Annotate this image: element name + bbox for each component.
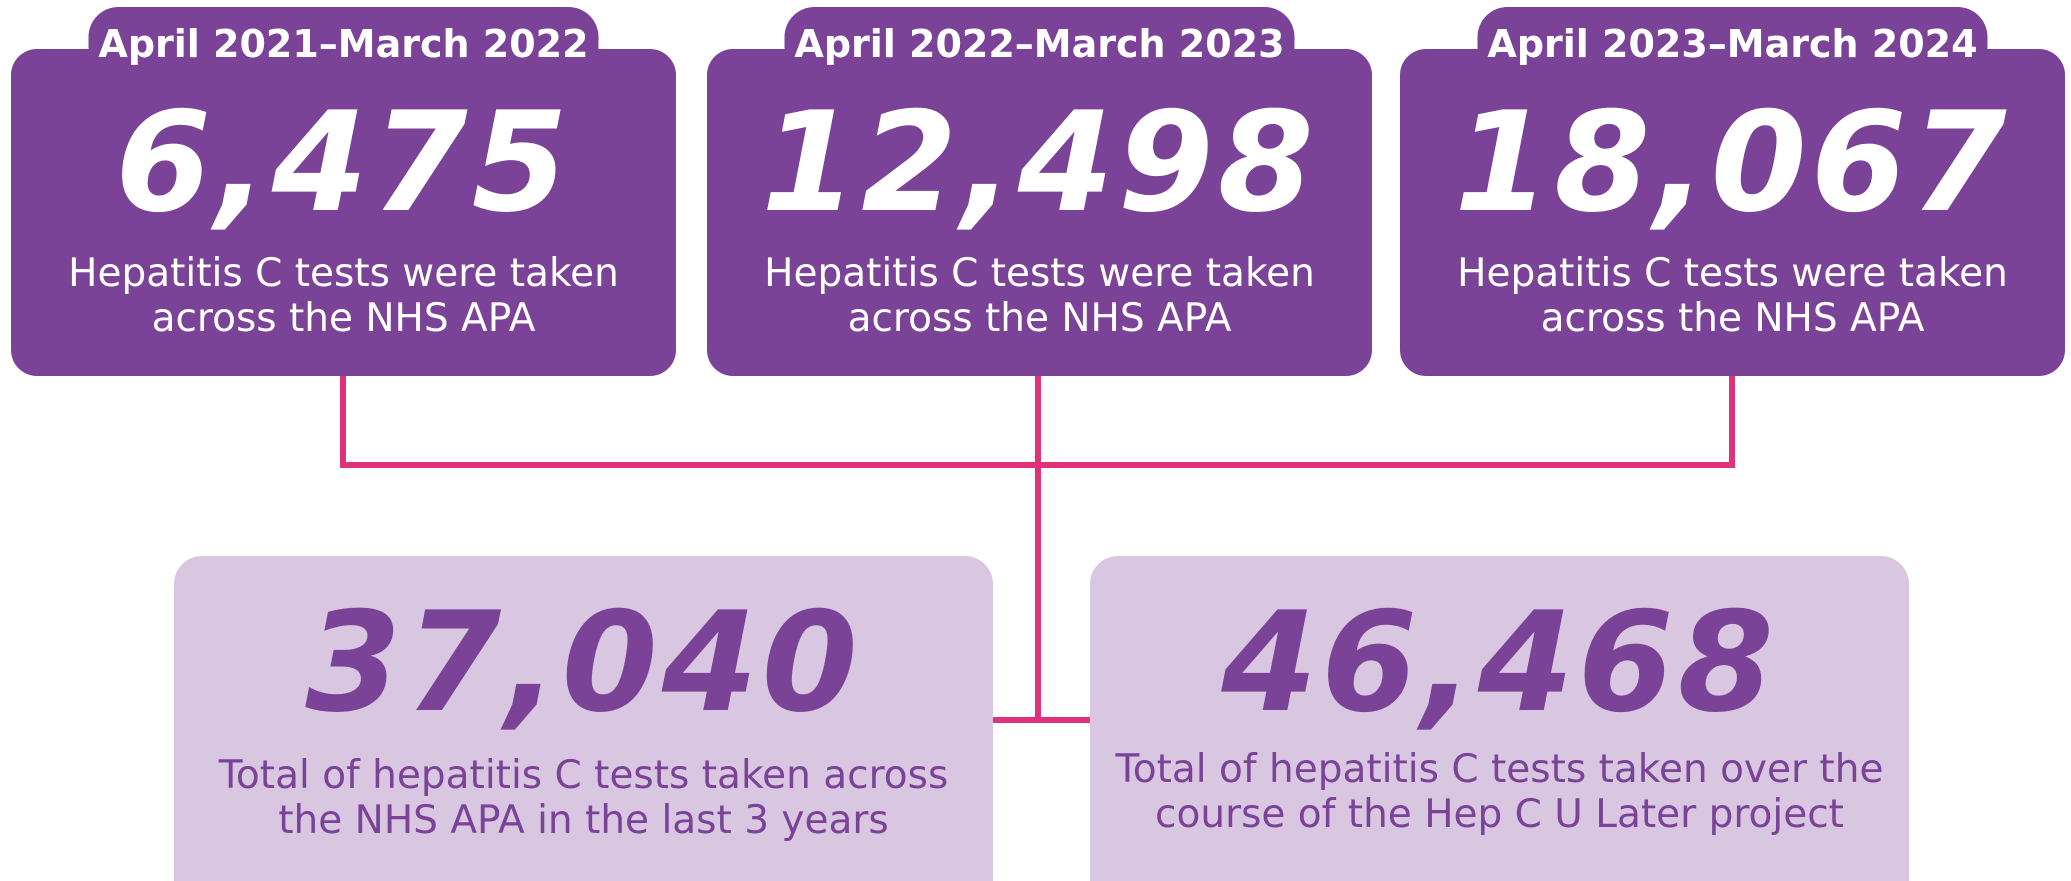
total-description: Total of hepatitis C tests taken across [218,753,949,798]
period-label: April 2023–March 2024 [1487,22,1977,66]
period-number: 12,498 [761,82,1318,243]
period-description: across the NHS APA [1541,296,1925,341]
total-description: Total of hepatitis C tests taken over th… [1115,747,1884,792]
period-label: April 2021–March 2022 [98,22,588,66]
total-description: course of the Hep C U Later project [1155,792,1844,837]
total-description: the NHS APA in the last 3 years [278,798,888,843]
period-number: 6,475 [115,82,572,243]
total-card: 37,040 Total of hepatitis C tests taken a… [174,556,993,881]
period-description: Hepatitis C tests were taken [764,251,1315,296]
period-card: April 2023–March 2024 18,067 Hepatitis C t… [1400,7,2065,376]
connectors [340,376,1735,723]
card-bg [1090,556,1909,881]
total-number: 46,468 [1220,582,1778,743]
period-description: Hepatitis C tests were taken [68,251,619,296]
card-bg [1400,49,2065,376]
total-number: 37,040 [305,582,862,743]
period-label: April 2022–March 2023 [794,22,1284,66]
period-card: April 2021–March 2022 6,475 Hepatitis C te… [11,7,676,376]
period-description: across the NHS APA [848,296,1232,341]
period-card: April 2022–March 2023 12,498 Hepatitis C t… [707,7,1372,376]
card-bg [11,49,676,376]
card-bg [174,556,993,881]
period-number: 18,067 [1454,82,2011,243]
card-bg [707,49,1372,376]
period-description: Hepatitis C tests were taken [1457,251,2008,296]
period-description: across the NHS APA [152,296,536,341]
